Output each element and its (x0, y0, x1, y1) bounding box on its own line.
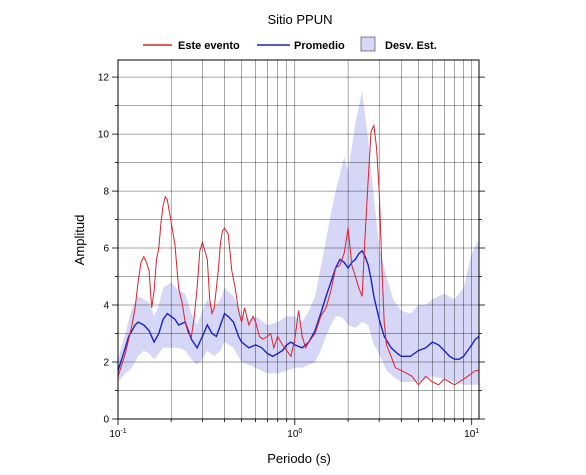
chart-title: Sitio PPUN (267, 12, 332, 27)
x-tick-label: 10-1 (109, 428, 126, 440)
x-tick-label: 101 (464, 428, 479, 440)
std-dev-band (118, 91, 479, 385)
y-tick-label: 10 (98, 130, 110, 141)
axis-ticks: 0 2 4 6 8 10 12 10-1 100 101 (98, 73, 485, 440)
y-tick-label: 6 (103, 244, 109, 255)
y-tick-label: 2 (103, 358, 109, 369)
legend-swatch-desv-est (360, 36, 376, 52)
x-axis-label: Periodo (s) (267, 451, 331, 466)
legend-label-desv-est: Desv. Est. (385, 40, 437, 52)
grid (118, 60, 479, 419)
y-tick-label: 12 (98, 73, 110, 84)
series-este-evento-line (117, 123, 479, 386)
y-axis-label: Amplitud (72, 215, 87, 266)
legend-label-este-evento: Este evento (178, 40, 240, 52)
y-tick-label: 8 (103, 187, 109, 198)
x-tick-label: 100 (287, 428, 302, 440)
series-promedio-line (117, 249, 480, 371)
legend-label-promedio: Promedio (294, 40, 345, 52)
y-tick-label: 4 (103, 301, 109, 312)
y-tick-label: 0 (103, 415, 109, 426)
plot-frame (117, 59, 480, 420)
legend: Este evento Promedio Desv. Est. (143, 36, 437, 52)
plot-area: 0 2 4 6 8 10 12 10-1 100 101 (98, 59, 485, 440)
